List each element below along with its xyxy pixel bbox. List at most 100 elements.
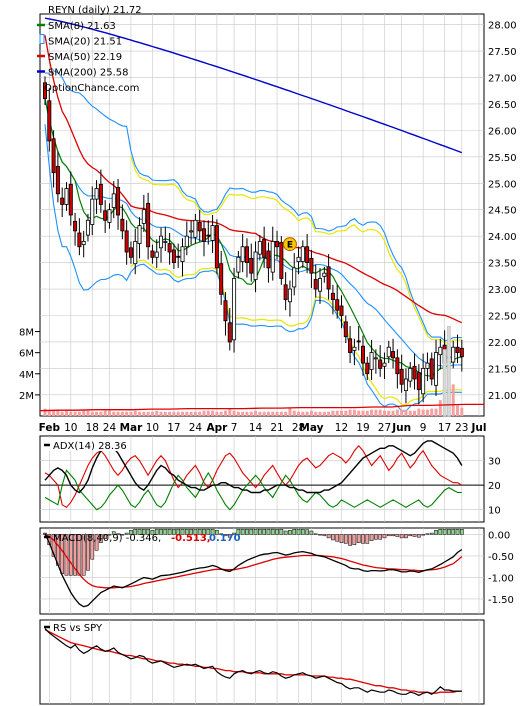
macd-histogram-bar [416,534,421,538]
price-tick-label: 23.50 [488,259,517,270]
volume-bar [404,409,408,416]
volume-bar [219,411,223,416]
candle-body [270,241,275,273]
volume-bar [262,411,266,416]
macd-histogram-bar [386,534,391,537]
macd-histogram-bar [253,529,258,535]
macd-histogram-bar [180,529,185,535]
volume-bar [138,411,142,416]
macd-histogram-bar [374,534,378,540]
volume-bar [168,411,172,416]
date-tick-label: 14 [249,422,263,434]
volume-bar [150,411,154,416]
price-tick-label: 26.50 [488,100,517,111]
date-tick-label: Jul [471,422,487,434]
volume-bar [56,410,60,416]
candle-body [382,362,387,367]
volume-bar [142,411,146,416]
price-tick-label: 22.00 [488,338,517,349]
candle-body [103,210,108,221]
volume-bar [344,410,348,416]
volume-bar [297,411,301,416]
volume-bar [408,410,412,416]
price-tick-label: 24.00 [488,232,517,243]
candle-body [373,357,378,360]
macd-histogram-bar [305,529,309,535]
candle-body [68,183,73,216]
date-tick-label: 7 [231,422,238,434]
candle-body [223,300,228,322]
macd-histogram-bar [429,532,434,535]
volume-bar [451,384,455,416]
price-tick-label: 21.00 [488,391,517,402]
candle-body [262,238,267,258]
candle-body [309,257,314,274]
macd-histogram-bar [90,534,95,560]
macd-histogram-bar [438,529,443,535]
date-tick-label: 21 [270,422,283,434]
candle-body [326,266,331,290]
macd-histogram-bar [120,534,125,536]
panel-frame-rs [39,619,485,705]
macd-histogram-bar [382,534,387,539]
price-tick-label: 24.50 [488,206,517,217]
macd-histogram-bar [313,533,318,535]
volume-bar [309,410,313,416]
candle-body [455,346,460,353]
macd-histogram-bar [240,529,245,535]
rs-line [44,628,462,697]
candle-body [296,256,301,262]
macd-histogram-bar [133,529,138,535]
candle-body [214,225,219,269]
macd-histogram-bar [283,530,288,535]
volume-bar [43,408,47,416]
candle-body [201,228,206,242]
macd-label-1: -0.513, [171,533,211,544]
candle-body [395,357,400,375]
candle-body [167,243,172,253]
price-tick-label: 28.00 [488,21,517,32]
candle-body [73,220,78,232]
volume-bar [52,410,56,416]
volume-bar [348,409,352,416]
candle-body [176,255,181,258]
macd-histogram-bar [176,529,181,535]
macd-label-2: 0.170 [209,533,241,544]
candle-body [90,198,95,225]
candle-body [180,246,185,262]
candle-body [434,352,439,386]
vol-tick-label: 8M [19,328,34,339]
candle-body [300,246,305,262]
volume-bar [301,411,305,416]
volume-bar [266,411,270,416]
legend-label: SMA(200) 25.58 [48,68,129,79]
macd-histogram-bar [326,534,331,539]
macd-histogram-bar [425,533,430,535]
macd-histogram-bar [279,529,284,535]
date-tick-label: 24 [189,422,203,434]
macd-histogram-bar [81,534,86,576]
volume-bar [155,410,159,416]
volume-bar [322,411,326,416]
volume-bar [90,411,94,416]
macd-histogram-bar [202,529,206,535]
macd-panel: 0.00 -0.50 -1.00 -1.50 [40,529,514,608]
volume-bar [69,411,73,416]
candle-body [343,321,348,338]
vol-tick-label: 2M [19,391,34,402]
candle-body [348,338,353,353]
volume-bar [236,411,240,416]
macd-histogram-bar [421,534,425,536]
sma20-band-upper [44,70,462,342]
macd-histogram-bar [391,534,395,537]
macd-histogram-bar [322,534,327,537]
adx-plus-di-line [44,469,462,511]
macd-histogram-bar [215,530,219,535]
macd-histogram-bar [318,534,322,536]
candle-body [266,250,271,269]
volume-bar [339,410,343,416]
macd-histogram-bar [245,529,249,535]
volume-bar [47,409,51,416]
volume-bar [103,410,107,416]
candle-body [287,288,292,303]
